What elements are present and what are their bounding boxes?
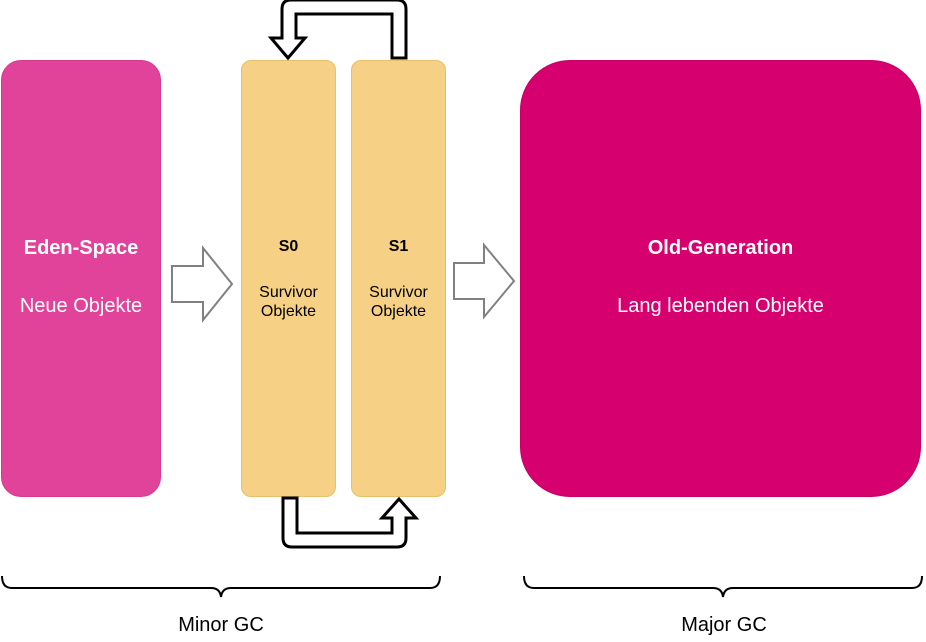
s1-subtitle-line2: Objekte xyxy=(370,303,427,320)
s0-subtitle-line1: Survivor xyxy=(259,284,318,301)
old-generation-box: Old-Generation Lang lebenden Objekte xyxy=(520,60,921,497)
eden-space-box: Eden-Space Neue Objekte xyxy=(1,60,161,497)
s0-title: S0 xyxy=(278,238,299,255)
major-gc-label: Major GC xyxy=(681,614,767,636)
s0-to-s1-loop-arrow xyxy=(281,496,420,549)
s1-to-oldgen-arrow xyxy=(453,242,516,320)
s0-subtitle: Survivor Objekte xyxy=(242,283,335,321)
old-generation-subtitle: Lang lebenden Objekte xyxy=(617,295,824,317)
minor-gc-brace xyxy=(1,575,441,598)
survivor-s1-box: S1 Survivor Objekte xyxy=(351,60,446,497)
s1-subtitle-line1: Survivor xyxy=(369,284,428,301)
s1-title: S1 xyxy=(388,238,409,255)
old-generation-title: Old-Generation xyxy=(647,237,794,259)
eden-to-s0-arrow xyxy=(171,245,234,323)
eden-space-title: Eden-Space xyxy=(23,237,139,259)
survivor-s0-box: S0 Survivor Objekte xyxy=(241,60,336,497)
major-gc-brace xyxy=(523,575,923,598)
s1-subtitle: Survivor Objekte xyxy=(352,283,445,321)
minor-gc-label: Minor GC xyxy=(178,614,264,636)
eden-space-subtitle: Neue Objekte xyxy=(19,295,143,317)
s1-to-s0-loop-arrow xyxy=(267,0,408,61)
s0-subtitle-line2: Objekte xyxy=(260,303,317,320)
